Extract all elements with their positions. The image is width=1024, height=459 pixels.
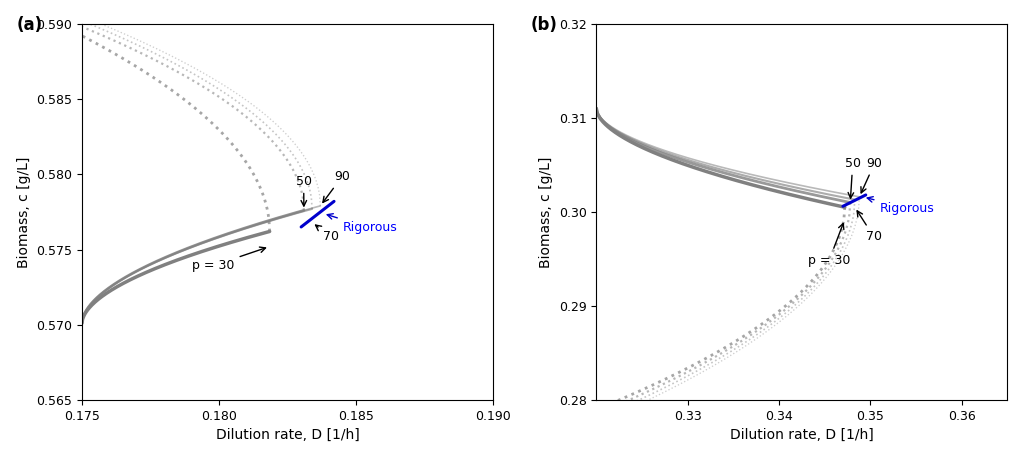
X-axis label: Dilution rate, D [1/h]: Dilution rate, D [1/h]	[730, 428, 873, 442]
Text: p = 30: p = 30	[193, 247, 265, 272]
Text: Rigorous: Rigorous	[328, 214, 397, 235]
Text: (a): (a)	[16, 16, 42, 34]
Y-axis label: Biomass, c [g/L]: Biomass, c [g/L]	[16, 156, 31, 268]
Text: 50: 50	[296, 175, 311, 206]
Text: (b): (b)	[530, 16, 557, 34]
Text: p = 30: p = 30	[808, 224, 850, 267]
Text: 70: 70	[857, 211, 882, 243]
Text: Rigorous: Rigorous	[867, 196, 934, 215]
Text: 90: 90	[861, 157, 883, 193]
Text: 70: 70	[315, 225, 339, 243]
X-axis label: Dilution rate, D [1/h]: Dilution rate, D [1/h]	[216, 428, 359, 442]
Y-axis label: Biomass, c [g/L]: Biomass, c [g/L]	[540, 156, 553, 268]
Text: 90: 90	[323, 170, 350, 202]
Text: 50: 50	[845, 157, 861, 198]
